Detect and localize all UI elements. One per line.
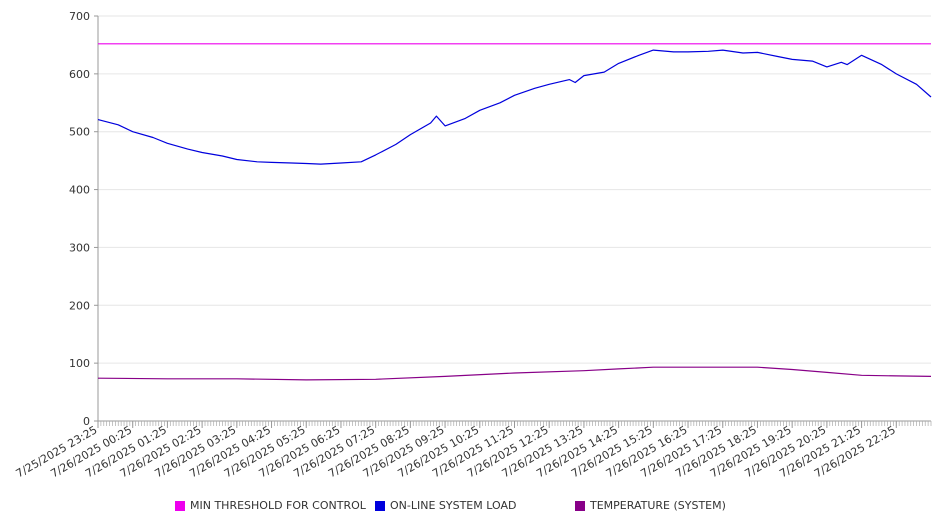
y-tick-label: 400 (69, 184, 90, 197)
legend-swatch (575, 501, 585, 511)
temperature-line (97, 366, 932, 381)
legend-swatch (375, 501, 385, 511)
y-tick-label: 700 (69, 10, 90, 23)
y-tick-label: 100 (69, 357, 90, 370)
y-tick-labels: 0 100 200 300 400 500 600 700 (69, 10, 90, 428)
y-tick-label: 600 (69, 68, 90, 81)
x-tick-labels: 7/25/2025 23:257/26/2025 00:257/26/2025 … (14, 423, 898, 480)
axes (94, 15, 932, 428)
legend-label: TEMPERATURE (SYSTEM) (590, 499, 726, 512)
y-tick-label: 300 (69, 241, 90, 254)
series-lines (97, 43, 932, 381)
chart-legend: MIN THRESHOLD FOR CONTROL ON-LINE SYSTEM … (0, 498, 946, 514)
y-tick-label: 200 (69, 299, 90, 312)
y-tick-label: 0 (83, 415, 90, 428)
gridlines (98, 15, 931, 364)
y-tick-label: 500 (69, 126, 90, 139)
legend-label: ON-LINE SYSTEM LOAD (390, 499, 517, 512)
system-load-line (97, 49, 932, 165)
legend-label: MIN THRESHOLD FOR CONTROL (190, 499, 366, 512)
legend-swatch (175, 501, 185, 511)
